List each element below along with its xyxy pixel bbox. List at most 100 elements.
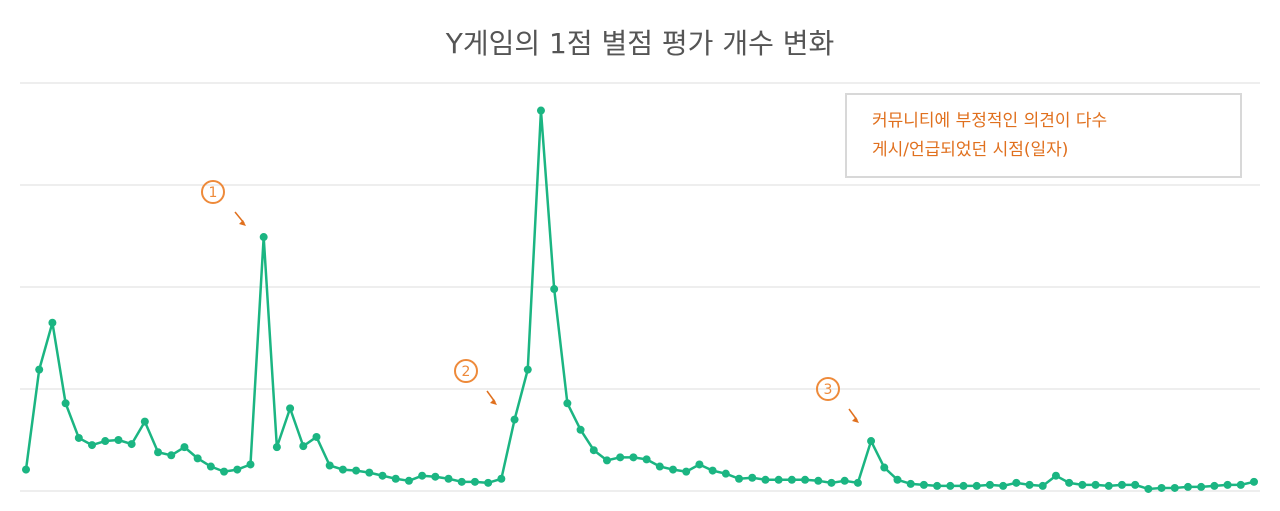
point	[1223, 480, 1232, 489]
point	[959, 481, 968, 490]
point	[35, 365, 44, 374]
point	[669, 465, 678, 474]
point	[1250, 477, 1258, 486]
point	[1170, 483, 1179, 492]
point	[985, 480, 994, 489]
point	[801, 475, 810, 484]
point	[1197, 482, 1206, 491]
point	[1131, 480, 1140, 489]
annotation: 1	[201, 180, 246, 226]
point	[682, 467, 691, 476]
point	[853, 478, 862, 487]
point	[22, 465, 30, 474]
point	[352, 466, 361, 475]
point	[1038, 481, 1047, 490]
point	[906, 479, 915, 488]
point	[1236, 480, 1245, 489]
annotation-label: 2	[462, 364, 471, 380]
point	[259, 233, 268, 242]
point	[497, 474, 506, 483]
annotation: 2	[454, 359, 497, 405]
point	[642, 455, 651, 464]
point	[154, 448, 163, 457]
point	[312, 432, 321, 441]
point	[576, 425, 585, 434]
annotation-label: 1	[209, 185, 218, 201]
point	[999, 481, 1008, 490]
point	[206, 462, 215, 471]
point	[431, 472, 440, 481]
point	[761, 475, 770, 484]
point	[457, 477, 466, 486]
point	[127, 440, 136, 449]
point	[748, 473, 757, 482]
point	[946, 481, 955, 490]
point	[88, 441, 97, 450]
point	[140, 417, 149, 426]
point	[1091, 480, 1100, 489]
point	[536, 106, 545, 115]
point	[1104, 481, 1113, 490]
point	[180, 443, 189, 452]
note-line: 커뮤니티에 부정적인 의견이 다수	[872, 111, 1107, 131]
point	[325, 461, 334, 470]
point	[893, 475, 902, 484]
point	[1065, 478, 1074, 487]
point	[1078, 480, 1087, 489]
point	[827, 478, 836, 487]
point	[616, 453, 625, 462]
point	[167, 451, 176, 460]
point	[919, 480, 928, 489]
line	[24, 109, 1255, 491]
point	[721, 469, 730, 478]
point	[114, 436, 123, 444]
point	[1012, 478, 1021, 487]
point	[972, 481, 981, 490]
point	[1025, 480, 1034, 489]
point	[365, 468, 374, 477]
annotation-label: 3	[824, 382, 833, 398]
point	[550, 285, 559, 294]
point	[193, 454, 202, 463]
note-line: 게시/언급되었던 시점(일자)	[872, 140, 1068, 160]
point	[880, 463, 889, 472]
point	[101, 437, 110, 446]
point	[338, 465, 347, 474]
point	[589, 446, 598, 455]
point	[867, 437, 876, 446]
point	[470, 477, 479, 486]
point	[444, 474, 453, 483]
point	[418, 471, 427, 480]
point	[484, 478, 493, 487]
point	[220, 467, 229, 476]
point	[1051, 471, 1060, 480]
point	[708, 466, 717, 475]
point	[787, 475, 796, 484]
point	[933, 481, 942, 490]
point	[695, 460, 704, 469]
point	[233, 465, 242, 474]
annotation: 3	[816, 377, 859, 423]
point	[74, 433, 83, 442]
point	[523, 365, 532, 374]
point	[655, 462, 664, 471]
point	[404, 476, 413, 485]
point	[61, 399, 70, 408]
point	[1210, 481, 1219, 490]
point	[378, 471, 387, 480]
point	[246, 460, 255, 469]
point	[629, 453, 638, 462]
point	[1183, 482, 1192, 491]
point	[1144, 484, 1153, 493]
point	[48, 318, 57, 327]
series	[22, 106, 1258, 493]
point	[814, 476, 823, 485]
point	[563, 399, 572, 408]
chart-title: Y게임의 1점 별점 평가 개수 변화	[445, 27, 835, 60]
point	[286, 404, 295, 413]
point	[774, 475, 783, 484]
point	[1157, 483, 1166, 492]
point	[735, 474, 744, 483]
point	[1117, 480, 1126, 489]
